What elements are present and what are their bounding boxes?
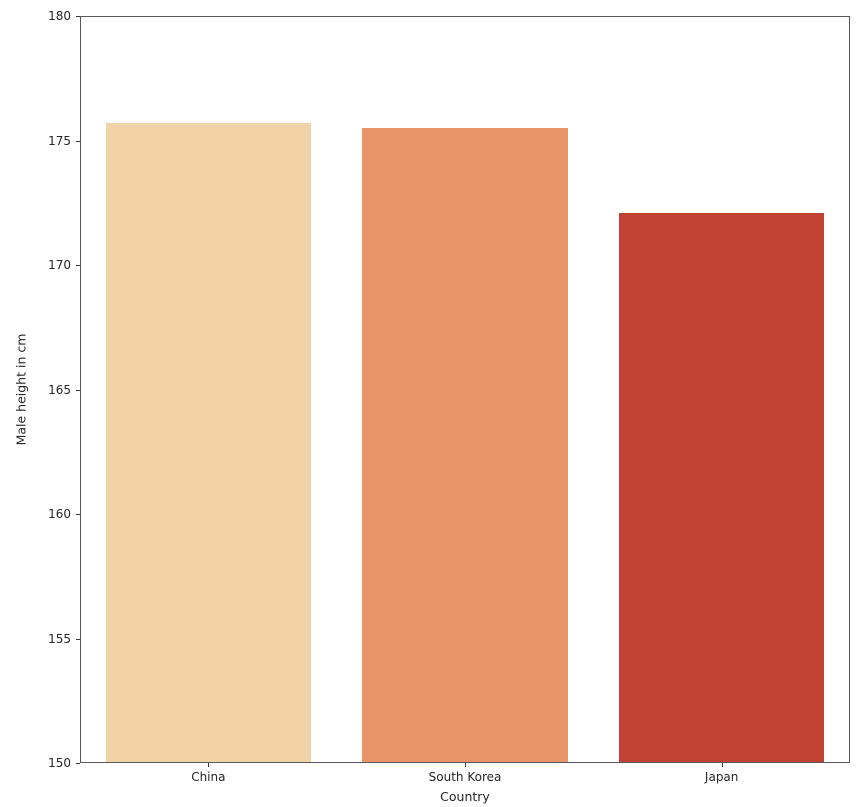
bar-china [105, 123, 311, 762]
y-tick-mark [76, 140, 80, 142]
x-tick-mark [208, 763, 210, 767]
x-axis-label: Country [440, 789, 490, 804]
x-tick-mark [465, 763, 466, 767]
plot-area [80, 16, 850, 763]
y-tick-label: 170 [48, 258, 71, 272]
y-tick-label: 180 [48, 9, 71, 23]
x-tick-label: Japan [704, 770, 739, 784]
x-tick-mark [721, 763, 723, 767]
y-tick-mark [76, 16, 80, 17]
y-tick-label: 165 [48, 382, 71, 397]
y-tick-mark [76, 389, 80, 391]
bar-south-korea [362, 128, 568, 762]
bar-japan [619, 212, 825, 762]
y-tick-label: 155 [48, 631, 71, 646]
y-tick-label: 160 [48, 507, 71, 521]
y-tick-mark [76, 638, 80, 640]
y-tick-mark [76, 265, 80, 266]
x-tick-label: China [191, 770, 226, 784]
y-tick-label: 150 [48, 756, 71, 770]
y-tick-mark [76, 763, 80, 764]
y-tick-label: 175 [48, 133, 71, 148]
y-tick-mark [76, 514, 80, 515]
x-tick-label: South Korea [428, 770, 502, 784]
